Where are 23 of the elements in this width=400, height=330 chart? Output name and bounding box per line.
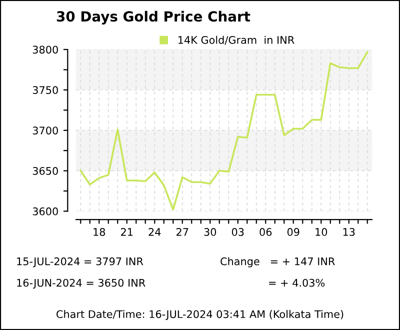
- x-tick-label: 13: [343, 228, 355, 236]
- text: 15-JUL-2024 = 3797 INR: [17, 257, 144, 268]
- x-tick-label: 06: [260, 228, 272, 236]
- x-tick-label: 21: [121, 228, 133, 236]
- y-tick-label: 3750: [32, 86, 58, 94]
- y-tick-label: 3600: [32, 207, 58, 216]
- y-tick-label: 3700: [32, 126, 58, 134]
- x-tick-label: 03: [232, 228, 244, 236]
- line-series: [80, 51, 368, 210]
- legend-label: 14K Gold/Gram in INR: [178, 36, 294, 45]
- chart-title: 30 Days Gold Price Chart: [56, 10, 250, 24]
- text: = + 4.03%: [269, 278, 325, 287]
- x-tick-label: 30: [204, 228, 216, 236]
- text: Chart Date/Time: 16-JUL-2024 03:41 AM (Kolkata Time): [56, 310, 344, 320]
- y-tick-label: 3800: [32, 46, 58, 54]
- text: 16-JUN-2024 = 3650 INR: [17, 278, 146, 289]
- y-tick-label: 3650: [32, 167, 58, 175]
- text: Change = + 147 INR: [220, 257, 335, 268]
- x-tick-label: 18: [94, 228, 106, 236]
- x-tick-label: 27: [176, 228, 188, 236]
- x-tick-label: 24: [148, 228, 161, 236]
- x-tick-label: 10: [316, 228, 328, 236]
- x-tick-label: 09: [287, 228, 300, 236]
